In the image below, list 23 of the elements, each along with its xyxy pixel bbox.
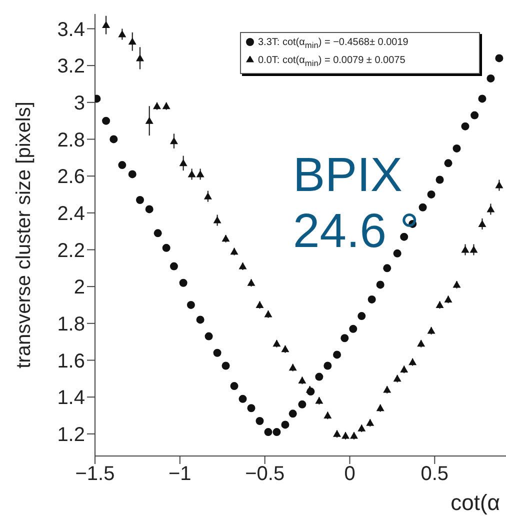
y-tick-label: 2.4: [57, 203, 85, 225]
y-tick-label: 2: [74, 276, 85, 299]
x-tick-label: −1.5: [75, 463, 115, 486]
x-tick-label: −1: [168, 463, 192, 486]
legend-label: 0.0T: cot(α$_{min}$) = 0.0079 ± 0.0075: [258, 55, 406, 68]
y-axis-title: transverse cluster size [pixels]: [13, 102, 35, 368]
x-tick-label: 0: [344, 463, 356, 486]
y-tick-label: 2.2: [57, 240, 85, 262]
x-axis-title: cot(α: [450, 490, 500, 515]
legend-label: 3.3T: cot(α$_{min}$) = −0.4568± 0.0019: [258, 37, 408, 50]
x-tick-label: 0.5: [420, 463, 449, 486]
x-tick-label: −0.5: [245, 463, 285, 486]
y-tick-label: 1.6: [57, 350, 85, 372]
y-tick-label: 1.8: [57, 314, 85, 336]
y-tick-label: 3: [74, 92, 85, 114]
y-tick-label: 1.2: [57, 424, 85, 446]
y-tick-label: 3.2: [57, 56, 85, 78]
y-tick-label: 2.8: [57, 129, 85, 152]
annotation: BPIX: [293, 148, 404, 204]
y-tick-label: 3.4: [57, 18, 85, 41]
y-tick-label: 1.4: [57, 387, 85, 410]
annotation: 24.6 °: [293, 204, 419, 260]
y-tick-label: 2.6: [57, 166, 85, 188]
